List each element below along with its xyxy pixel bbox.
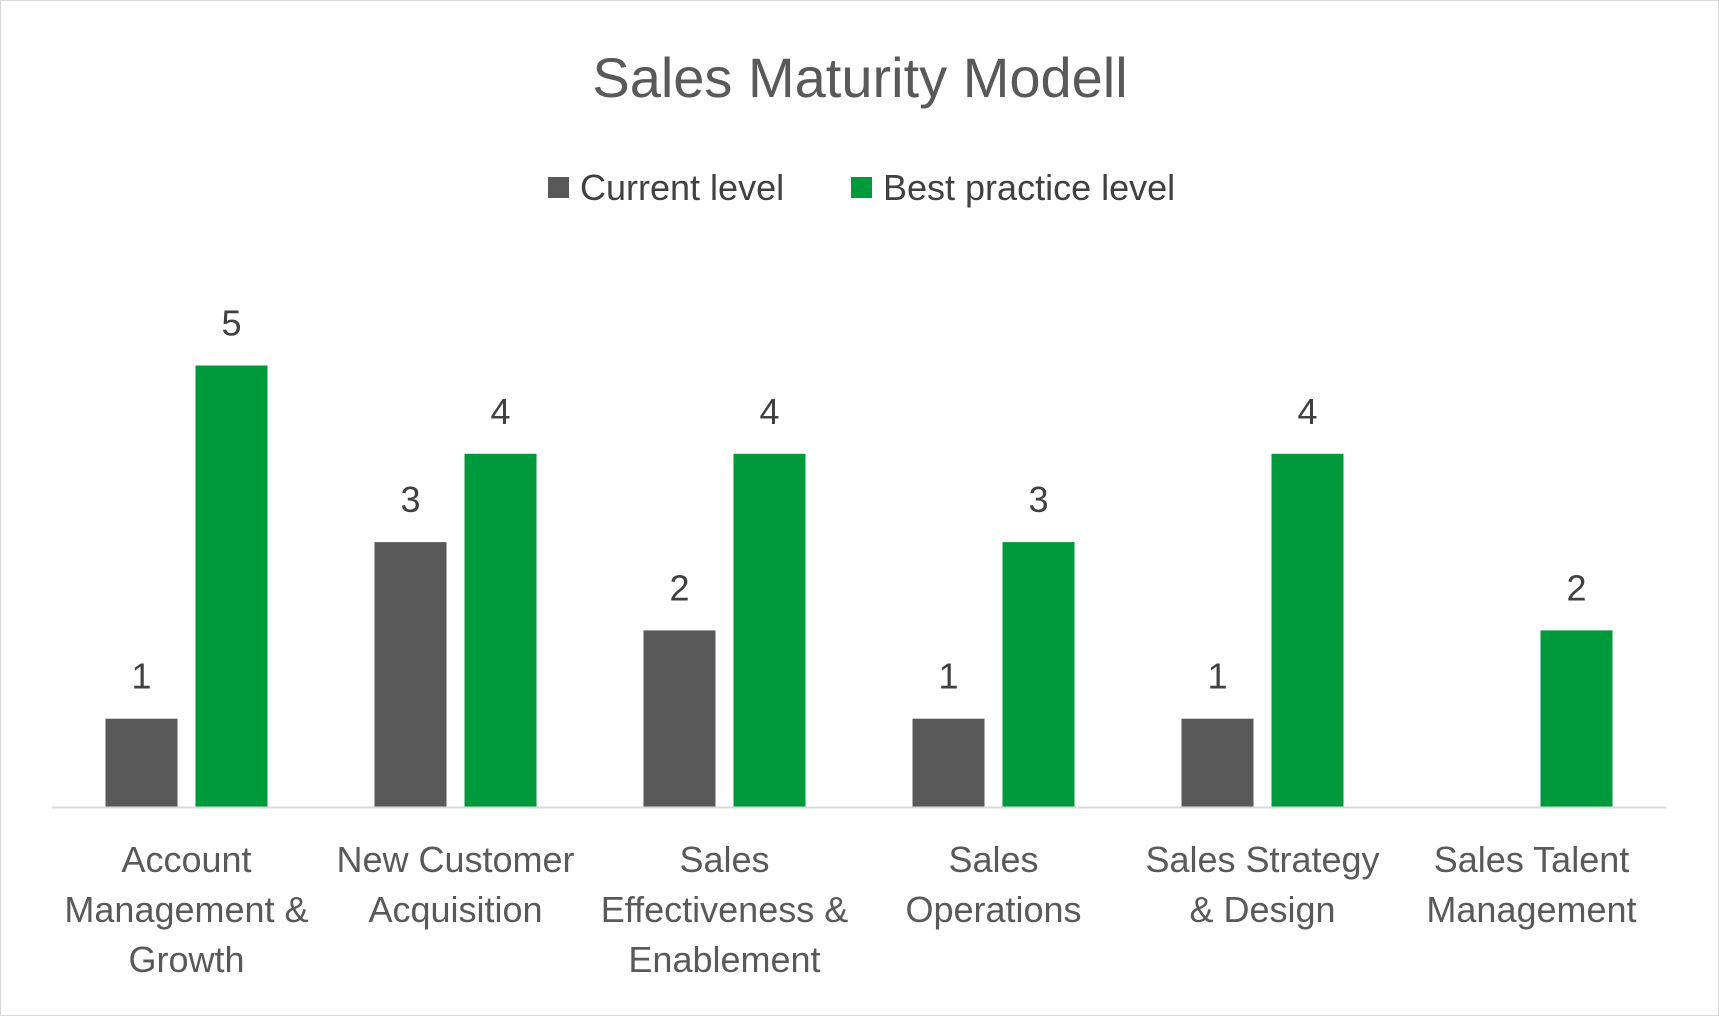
bar-best-practice-0	[195, 365, 268, 807]
legend-swatch-best-practice	[851, 177, 872, 198]
data-label-current-0: 1	[131, 656, 151, 697]
bar-best-practice-1	[464, 453, 537, 807]
data-label-best-practice-2: 4	[759, 391, 779, 432]
x-axis: Account Management & Growth New Customer Acq…	[52, 806, 1666, 980]
bar-current-0	[105, 718, 178, 807]
legend-label-best-practice: Best practice level	[883, 167, 1175, 208]
category-label-4: Sales Strategy & Design	[1145, 839, 1379, 930]
legend-swatch-current	[548, 177, 569, 198]
legend: Current level Best practice level	[548, 167, 1175, 208]
data-label-best-practice-1: 4	[490, 391, 510, 432]
data-label-current-1: 3	[400, 479, 420, 520]
legend-label-current: Current level	[580, 167, 784, 208]
data-label-current-3: 1	[938, 656, 958, 697]
bar-current-3	[912, 718, 985, 807]
bar-best-practice-4	[1271, 453, 1344, 807]
bar-current-4	[1181, 718, 1254, 807]
data-label-best-practice-3: 3	[1028, 479, 1048, 520]
data-labels: 1 5 3 4 2 4 1 3 1 4 2	[131, 303, 1586, 697]
data-label-current-2: 2	[669, 567, 689, 608]
bar-best-practice-2	[733, 453, 806, 807]
bar-best-practice-5	[1540, 630, 1613, 807]
category-label-2: Sales Effectiveness & Enablement	[601, 839, 848, 980]
data-label-best-practice-0: 5	[221, 303, 241, 344]
bar-current-2	[643, 630, 716, 807]
category-label-1: New Customer Acquisition	[336, 839, 574, 930]
bar-current-1	[374, 542, 447, 807]
data-label-current-4: 1	[1207, 656, 1227, 697]
category-label-5: Sales Talent Management	[1426, 839, 1636, 930]
data-label-best-practice-4: 4	[1297, 391, 1317, 432]
data-label-best-practice-5: 2	[1566, 567, 1586, 608]
bar-best-practice-3	[1002, 542, 1075, 807]
chart-title: Sales Maturity Modell	[592, 46, 1127, 109]
category-label-3: Sales Operations	[905, 839, 1081, 930]
plot-area	[105, 365, 1613, 807]
category-label-0: Account Management & Growth	[64, 839, 308, 980]
